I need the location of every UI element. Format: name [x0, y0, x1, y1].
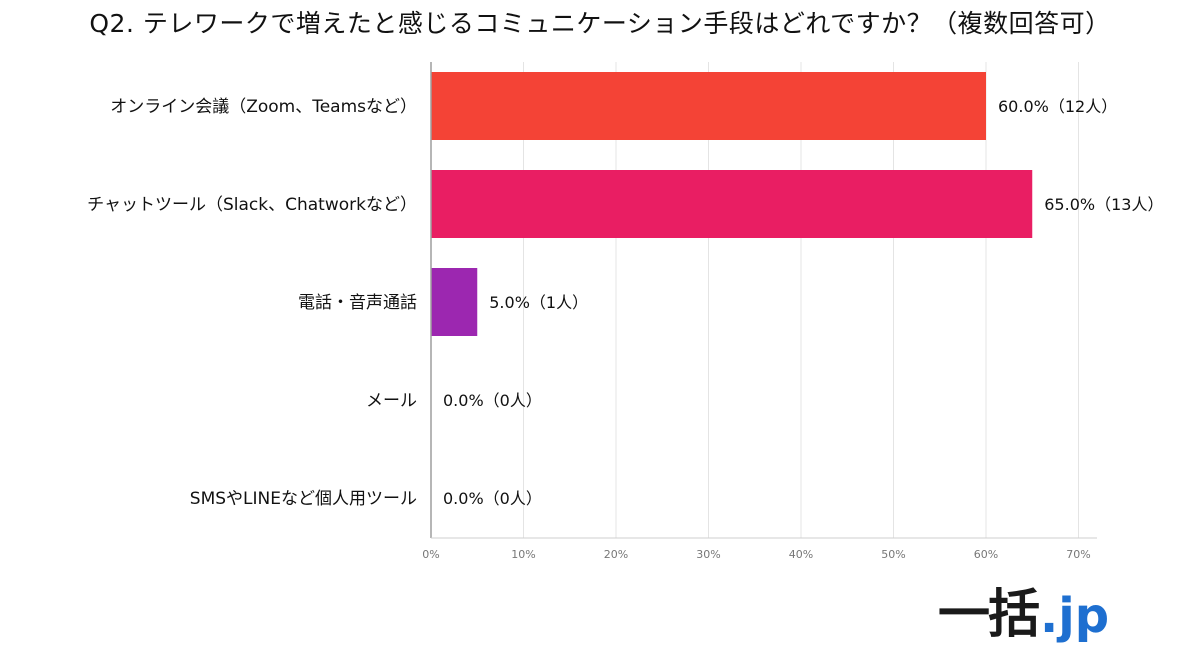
- x-tick-label: 10%: [511, 548, 535, 561]
- logo-tld: .jp: [1040, 588, 1110, 644]
- brand-logo: 一括 .jp: [938, 572, 1109, 645]
- category-label: チャットツール（Slack、Chatworkなど）: [87, 195, 417, 215]
- data-labels: 60.0%（12人） 65.0%（13人） 5.0%（1人） 0.0%（0人） 0.0%…: [443, 97, 1163, 508]
- x-tick-label: 60%: [974, 548, 998, 561]
- category-label: 電話・音声通話: [298, 293, 417, 313]
- chart-title: Q2. テレワークで増えたと感じるコミュニケーション手段はどれですか？（複数回答…: [89, 9, 1111, 38]
- data-label: 65.0%（13人）: [1044, 195, 1163, 214]
- x-tick-labels: 0% 10% 20% 30% 40% 50% 60% 70%: [422, 548, 1090, 561]
- category-label: メール: [366, 391, 417, 411]
- data-label: 0.0%（0人）: [443, 489, 542, 508]
- gridlines: [523, 62, 1079, 538]
- logo-kanji: 一括: [938, 585, 1040, 645]
- bar: [431, 170, 1033, 238]
- data-label: 0.0%（0人）: [443, 391, 542, 410]
- x-tick-label: 70%: [1066, 548, 1090, 561]
- bar: [431, 72, 986, 140]
- data-label: 5.0%（1人）: [489, 293, 588, 312]
- x-tick-label: 30%: [696, 548, 720, 561]
- bar: [431, 268, 478, 336]
- x-tick-label: 40%: [789, 548, 813, 561]
- axes: [430, 62, 1097, 539]
- x-tick-label: 20%: [604, 548, 628, 561]
- category-label: オンライン会議（Zoom、Teamsなど）: [110, 97, 417, 117]
- data-label: 60.0%（12人）: [998, 97, 1117, 116]
- x-tick-label: 50%: [881, 548, 905, 561]
- category-label: SMSやLINEなど個人用ツール: [190, 489, 417, 509]
- bars: [431, 72, 1033, 336]
- category-labels: オンライン会議（Zoom、Teamsなど） チャットツール（Slack、Chatw…: [87, 97, 417, 509]
- x-tick-label: 0%: [422, 548, 439, 561]
